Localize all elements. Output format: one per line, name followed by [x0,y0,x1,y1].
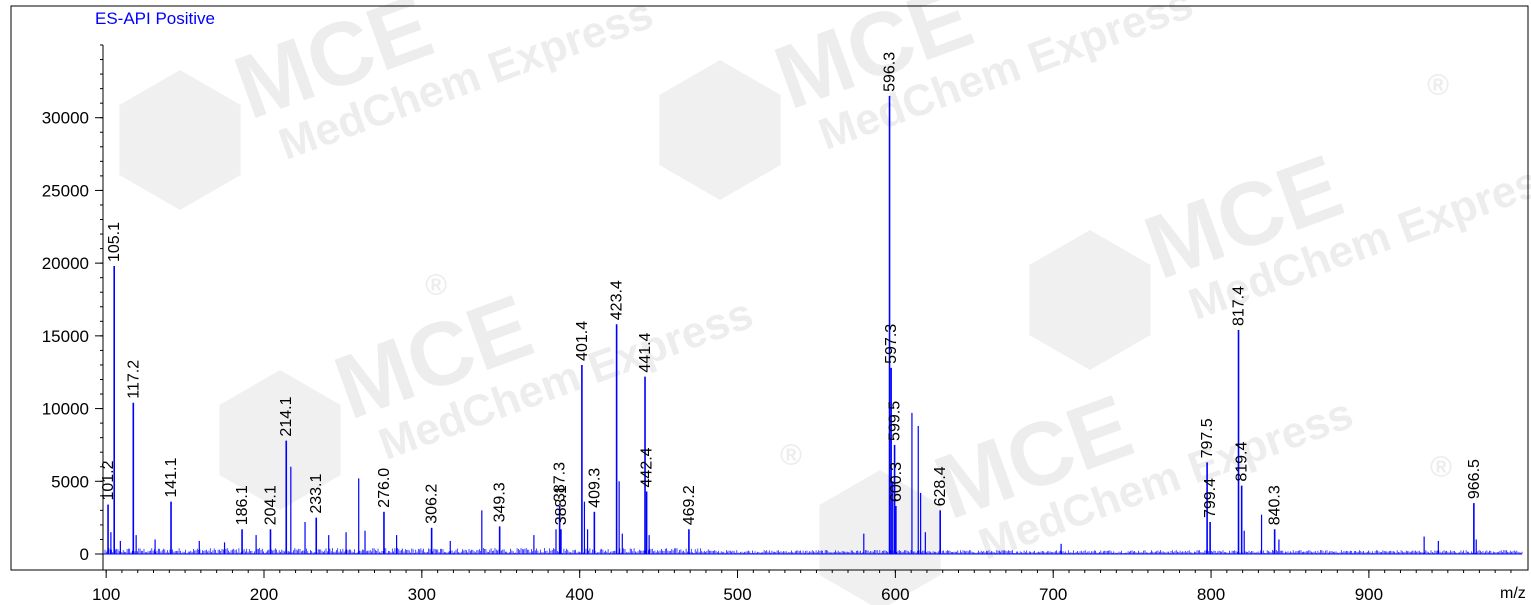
peak-label-layer: 101.2 105.1 117.2 141.1 186.1 204.1 214.1 233.1… [100,52,1483,526]
peak-label: 819.4 [1234,442,1251,482]
peak-label: 799.4 [1202,478,1219,518]
x-tick-label: 900 [1355,585,1383,604]
peak-label: 442.4 [639,447,656,487]
peak-label: 387.3 [552,462,569,502]
peak-label: 469.2 [681,485,698,525]
watermark-logo [119,70,241,210]
peak-label: 441.4 [637,332,654,372]
watermark-registered: ® [425,269,447,302]
peak-label: 409.3 [586,468,603,508]
peak-layer [107,95,1477,555]
watermark-logo [1029,230,1151,370]
peak-label: 840.3 [1267,485,1284,525]
x-tick-label: 100 [92,585,120,604]
watermark-logo [659,60,781,200]
y-tick-label: 0 [80,545,89,564]
watermark-registered: ® [780,439,802,472]
peak-label: 141.1 [163,458,180,498]
peak-label: 599.5 [887,401,904,441]
x-axis-label: m/z [1500,585,1526,602]
peak-label: 233.1 [308,474,325,514]
peak-label: 600.3 [888,462,905,502]
watermark-logo [819,470,941,605]
peak-label: 401.4 [574,321,591,361]
peak-label: 186.1 [234,485,251,525]
peak-label: 204.1 [262,485,279,525]
peak-label: 117.2 [125,360,142,399]
y-tick-label: 30000 [42,109,89,128]
watermark-registered: ® [1430,451,1452,484]
peak-label: 797.5 [1199,418,1216,458]
peak-label: 597.3 [883,324,900,364]
peak-label: 101.2 [100,460,117,500]
peak-label: 388.1 [553,485,570,525]
x-tick-label: 700 [1039,585,1067,604]
y-tick-label: 5000 [51,472,89,491]
y-tick-label: 15000 [42,327,89,346]
chart-title: ES-API Positive [95,9,215,28]
peak-label: 306.2 [424,484,441,524]
peak-label: 423.4 [609,280,626,320]
peak-label: 349.3 [492,482,509,522]
axis-layer: 0 5000 10000 15000 20000 25000 30000 100 200 300 4… [42,44,1522,604]
peak-label: 596.3 [882,52,899,92]
x-tick-label: 400 [565,585,593,604]
x-tick-label: 800 [1197,585,1225,604]
peak-label: 966.5 [1466,459,1483,499]
watermark-logo [219,370,341,510]
peak-label: 276.0 [376,468,393,508]
peak-label: 214.1 [278,396,295,436]
noise-trace [104,548,1523,555]
x-tick-label: 200 [250,585,278,604]
x-tick-label: 300 [408,585,436,604]
y-tick-label: 20000 [42,254,89,273]
peak-label: 817.4 [1231,286,1248,326]
peak-label: 628.4 [932,466,949,506]
watermark-registered: ® [1427,69,1449,102]
x-tick-label: 500 [723,585,751,604]
peak-label: 105.1 [106,222,123,262]
y-tick-label: 25000 [42,181,89,200]
x-tick-label: 600 [881,585,909,604]
y-tick-label: 10000 [42,400,89,419]
